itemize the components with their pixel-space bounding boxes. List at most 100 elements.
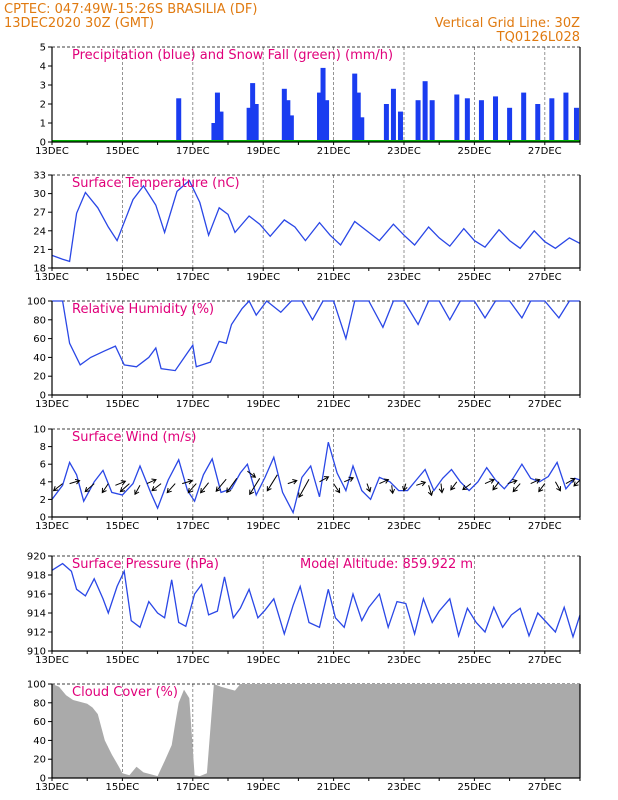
wind-vector-arrow [402,483,408,492]
wind-vector-arrow [565,477,576,485]
x-tick-label: 13DEC [35,272,69,283]
precip-bar [563,92,569,142]
precip-bar [359,117,365,142]
x-tick-label: 25DEC [458,521,492,532]
cloud-cover-area [52,684,580,778]
precip-bar [317,92,323,142]
precip-bar [549,98,555,142]
wind-vector-arrow [247,470,257,478]
wind-vector-arrow [119,483,130,493]
wind-vector-arrow [52,483,63,492]
wind-vector-arrow [379,478,390,485]
x-tick-label: 21DEC [317,399,351,410]
x-tick-label: 15DEC [106,146,140,157]
y-tick-label: 80 [33,315,46,326]
wind-vector-arrow [484,478,495,485]
wind-vector-arrow [249,478,261,496]
wind-vector-arrow [319,476,330,483]
x-tick-label: 23DEC [387,782,421,793]
series-line [51,179,581,263]
y-tick-label: 0 [40,774,46,785]
header-location: CPTEC: 047:49W-15:26S BRASILIA (DF) [4,2,257,17]
wind-vector-arrow [101,483,109,494]
precip-bar [288,115,294,142]
precip-bar [285,100,291,142]
y-tick-label: 0 [40,391,46,402]
y-tick-label: 40 [33,736,46,747]
chart-panel-5: 0 20 40 60 80 100 13DEC 15DEC 17DEC 19DEC 21DEC 23D… [27,680,581,793]
y-tick-label: 30 [33,189,46,200]
x-tick-label: 23DEC [387,655,421,666]
y-tick-label: 27 [33,208,46,219]
x-tick-label: 25DEC [458,272,492,283]
y-tick-label: 33 [33,171,46,182]
y-tick-label: 2 [40,100,46,111]
wind-vector-arrow [199,482,209,494]
y-tick-label: 916 [27,590,46,601]
x-tick-label: 19DEC [246,399,280,410]
series-line [52,299,580,372]
wind-vector-arrow [287,479,298,485]
y-tick-label: 8 [40,442,46,453]
precip-bar [573,107,579,142]
x-tick-label: 23DEC [387,272,421,283]
panel-title: Precipitation (blue) and Snow Fall (gree… [72,48,393,63]
panel-title: Relative Humidity (%) [72,302,214,317]
x-tick-label: 13DEC [35,521,69,532]
precip-bar [429,100,435,142]
wind-vector-arrow [333,483,341,494]
wind-vector-arrow [134,485,141,496]
chart-panel-3: 0 2 4 6 8 10 13DEC 15DEC 17DEC 19DEC 21DEC 23DEC 25D… [33,425,581,532]
x-tick-label: 21DEC [317,146,351,157]
x-tick-label: 27DEC [528,272,562,283]
precip-bar [383,104,389,142]
precip-bar [464,98,470,142]
header-model-code: TQ0126L028 [496,30,580,45]
panel-note: Model Altitude: 859.922 m [300,557,473,572]
chart-panel-1: 18 21 24 27 30 33 13DEC 15DEC 17DEC 19DEC 21DEC 23D… [33,171,581,283]
x-tick-label: 21DEC [317,782,351,793]
precip-bar [454,94,460,142]
wind-vector-arrow [573,479,581,487]
x-tick-label: 21DEC [317,655,351,666]
x-tick-label: 25DEC [458,655,492,666]
x-tick-label: 17DEC [176,521,210,532]
y-tick-label: 918 [27,571,46,582]
y-tick-label: 40 [33,353,46,364]
x-tick-label: 17DEC [176,272,210,283]
x-tick-label: 27DEC [528,521,562,532]
wind-vector-arrow [389,485,396,495]
y-tick-label: 24 [33,226,46,237]
precip-bar [176,98,182,142]
x-tick-label: 15DEC [106,782,140,793]
x-tick-label: 17DEC [176,782,210,793]
y-tick-label: 0 [40,513,46,524]
precip-bar [535,104,541,142]
wind-vector-arrow [366,483,372,493]
x-tick-label: 25DEC [458,399,492,410]
x-tick-label: 13DEC [35,655,69,666]
x-tick-label: 25DEC [458,782,492,793]
x-tick-label: 19DEC [246,782,280,793]
panel-title: Surface Pressure (hPa) [72,557,219,572]
y-tick-label: 4 [40,477,46,488]
wind-vector-arrow [182,478,194,485]
x-tick-label: 15DEC [106,272,140,283]
wind-vector-arrow [554,481,561,492]
x-tick-label: 21DEC [317,521,351,532]
wind-vector-arrow [215,478,227,492]
x-tick-label: 17DEC [176,399,210,410]
x-tick-label: 25DEC [458,146,492,157]
precip-bar [507,107,513,142]
precip-bar [281,88,287,142]
series-line [51,442,581,515]
wind-vector-arrow [151,483,162,492]
wind-vector-arrow [438,483,445,494]
x-tick-label: 21DEC [317,272,351,283]
wind-vector-arrow [450,481,458,491]
wind-vector-arrow [512,483,521,493]
wind-vector-arrow [462,483,472,491]
x-tick-label: 23DEC [387,399,421,410]
x-tick-label: 27DEC [528,399,562,410]
precip-bar [397,111,403,142]
